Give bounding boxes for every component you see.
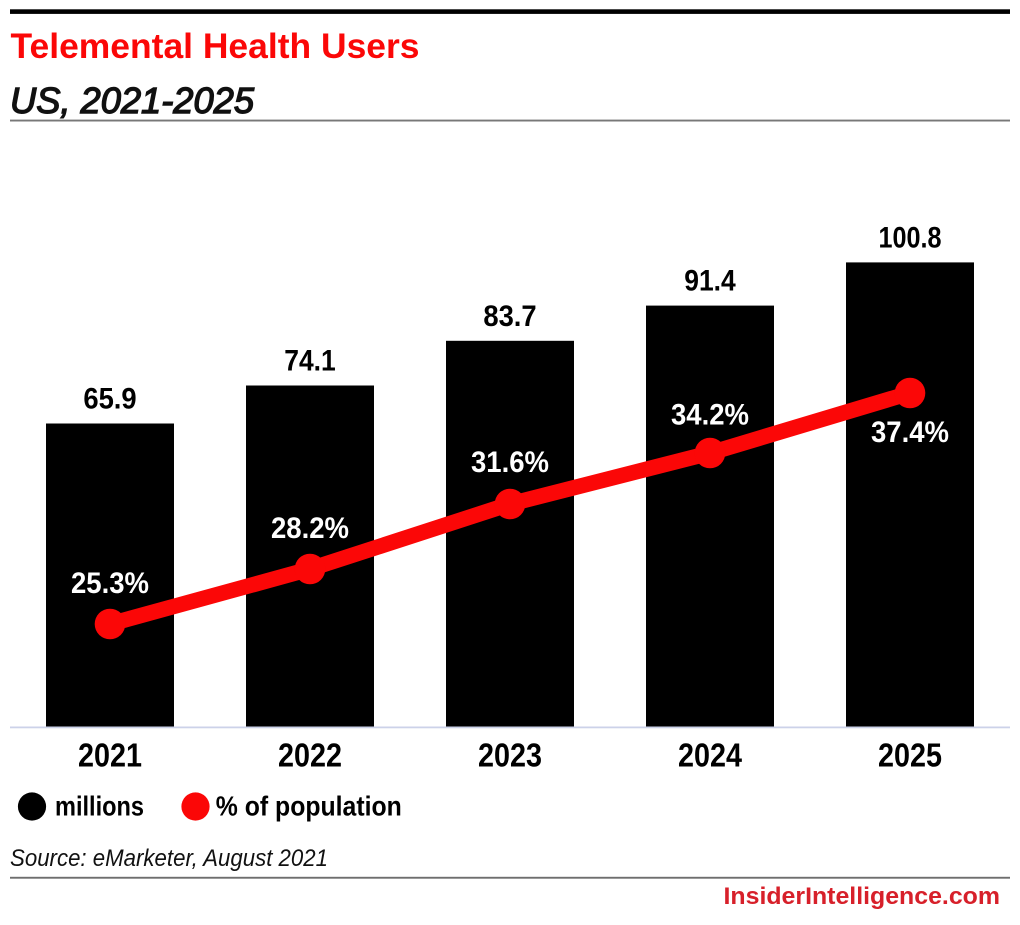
svg-text:2023: 2023 bbox=[478, 737, 542, 774]
svg-text:InsiderIntelligence.com: InsiderIntelligence.com bbox=[724, 883, 1001, 910]
svg-text:28.2%: 28.2% bbox=[271, 512, 349, 545]
svg-text:83.7: 83.7 bbox=[483, 300, 536, 333]
svg-text:Source: eMarketer, August 2021: Source: eMarketer, August 2021 bbox=[10, 845, 328, 872]
svg-text:2025: 2025 bbox=[878, 737, 942, 774]
svg-text:US, 2021-2025: US, 2021-2025 bbox=[10, 80, 255, 121]
svg-text:100.8: 100.8 bbox=[879, 221, 942, 254]
svg-text:25.3%: 25.3% bbox=[71, 567, 149, 600]
svg-text:37.4%: 37.4% bbox=[871, 416, 949, 449]
svg-text:2022: 2022 bbox=[278, 737, 342, 774]
svg-text:2024: 2024 bbox=[678, 737, 743, 774]
svg-text:34.2%: 34.2% bbox=[671, 399, 749, 432]
svg-text:2021: 2021 bbox=[78, 737, 142, 774]
svg-text:Telemental Health Users: Telemental Health Users bbox=[11, 26, 420, 66]
svg-text:74.1: 74.1 bbox=[284, 345, 336, 378]
svg-text:millions: millions bbox=[55, 791, 144, 822]
svg-text:% of population: % of population bbox=[216, 791, 402, 822]
svg-text:31.6%: 31.6% bbox=[471, 446, 549, 479]
svg-text:91.4: 91.4 bbox=[684, 265, 736, 298]
svg-text:65.9: 65.9 bbox=[83, 383, 136, 416]
